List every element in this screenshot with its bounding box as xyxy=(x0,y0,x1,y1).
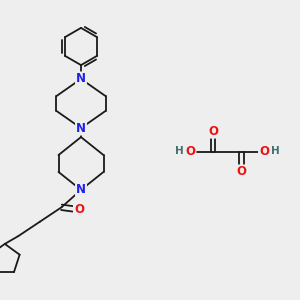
Text: H: H xyxy=(271,146,280,157)
Text: O: O xyxy=(74,203,84,216)
Text: O: O xyxy=(185,145,196,158)
Text: O: O xyxy=(259,145,269,158)
Text: H: H xyxy=(175,146,184,157)
Text: O: O xyxy=(236,165,247,178)
Text: N: N xyxy=(76,183,86,196)
Text: O: O xyxy=(208,124,218,138)
Text: N: N xyxy=(76,72,86,86)
Text: N: N xyxy=(76,122,86,135)
